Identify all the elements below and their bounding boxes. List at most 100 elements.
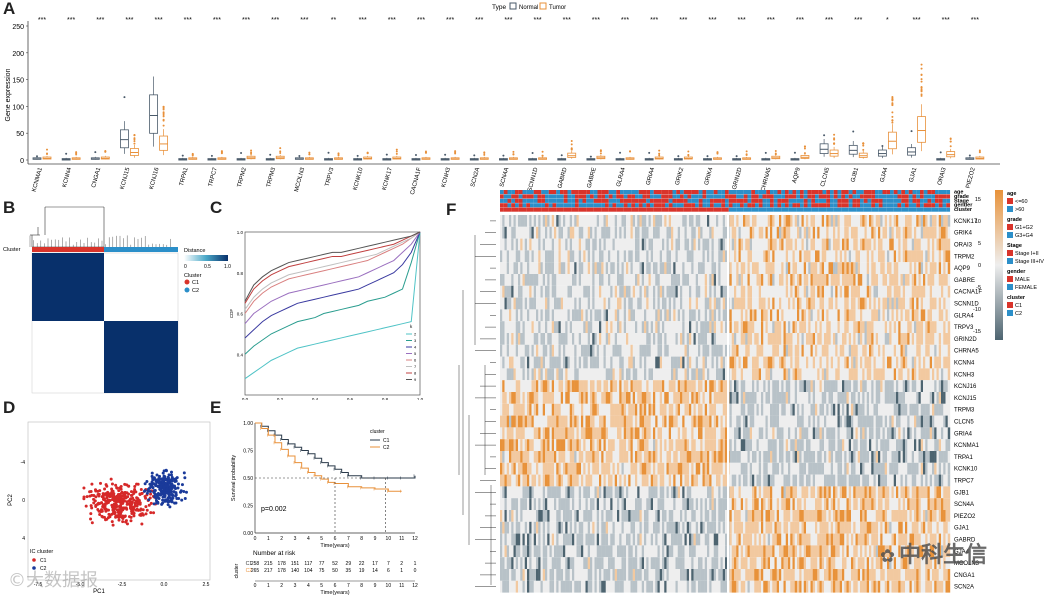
- heat-cell: [783, 321, 786, 333]
- heat-cell: [628, 250, 631, 263]
- heat-cell: [790, 380, 793, 392]
- heat-cell: [691, 262, 694, 274]
- heat-cell: [713, 238, 717, 251]
- annotation-cell: [676, 194, 681, 199]
- point-c1: [136, 502, 140, 506]
- heat-cell: [758, 309, 762, 322]
- heat-cell: [540, 274, 543, 286]
- heat-cell: [666, 392, 669, 404]
- heat-cell: [722, 274, 726, 286]
- heat-cell: [617, 215, 620, 227]
- annotation-cell: [732, 194, 737, 199]
- heat-cell: [731, 380, 735, 392]
- heat-cell: [932, 333, 935, 345]
- heat-cell: [909, 262, 912, 274]
- heat-cell: [891, 215, 894, 227]
- heat-cell: [666, 333, 669, 345]
- tumor-outlier: [104, 150, 107, 153]
- heat-cell: [675, 356, 678, 369]
- heat-cell: [817, 368, 820, 381]
- heat-cell: [920, 309, 924, 322]
- heat-cell: [815, 250, 818, 263]
- heat-cell: [898, 297, 901, 310]
- annotation-cell: [695, 190, 699, 195]
- heat-cell: [585, 262, 588, 274]
- point-c1: [94, 489, 98, 493]
- heat-cell: [844, 215, 847, 227]
- heat-cell: [700, 285, 703, 298]
- heat-cell: [520, 250, 523, 263]
- heat-cell: [545, 309, 548, 322]
- heat-cell: [938, 321, 942, 333]
- heat-cell: [790, 297, 793, 310]
- heat-cell: [655, 321, 658, 333]
- heat-cell: [657, 215, 660, 227]
- heat-cell: [648, 333, 651, 345]
- heat-cell: [891, 356, 894, 369]
- survival-curve-c2: [255, 422, 402, 492]
- heat-cell: [545, 321, 548, 333]
- heat-cell: [522, 333, 525, 345]
- heat-cell: [869, 238, 872, 251]
- annotation-cell: [751, 203, 756, 208]
- annotation-cell: [833, 194, 838, 199]
- heat-cell: [790, 274, 793, 286]
- point-c1: [85, 495, 89, 499]
- heat-cell: [819, 356, 822, 369]
- point-c1: [103, 503, 107, 507]
- heat-cell: [596, 238, 600, 251]
- heat-cell: [799, 333, 802, 345]
- cdf-line-k8: [244, 231, 421, 304]
- heat-cell: [621, 250, 624, 263]
- heat-cell: [630, 368, 633, 381]
- heat-cell: [592, 309, 595, 322]
- heat-cell: [875, 368, 879, 381]
- heat-cell: [817, 215, 820, 227]
- heat-cell: [572, 392, 575, 404]
- annotation-cell: [642, 207, 647, 212]
- heat-cell: [848, 238, 852, 251]
- heat-cell: [830, 344, 834, 357]
- heat-cell: [619, 226, 622, 239]
- heat-cell: [842, 238, 845, 251]
- heat-cell: [756, 285, 759, 298]
- heat-cell: [729, 297, 732, 310]
- significance-label: ***: [38, 17, 46, 24]
- heat-cell: [749, 215, 753, 227]
- heat-cell: [542, 309, 546, 322]
- annotation-cell: [833, 207, 838, 212]
- heat-cell: [871, 356, 874, 369]
- heat-cell: [644, 380, 647, 392]
- heat-cell: [887, 297, 890, 310]
- heat-cell: [905, 297, 908, 310]
- heat-cell: [925, 262, 928, 274]
- heat-cell: [603, 356, 606, 369]
- heat-cell: [572, 333, 575, 345]
- cluster-legend-title: Cluster: [184, 273, 202, 279]
- heat-cell: [736, 368, 739, 381]
- heat-cell: [783, 344, 786, 357]
- heat-cell: [693, 297, 696, 310]
- heat-cell: [914, 321, 917, 333]
- heat-cell: [572, 250, 575, 263]
- heat-cell: [531, 321, 534, 333]
- heat-cell: [781, 321, 784, 333]
- heat-cell: [716, 356, 719, 369]
- annotation-cell: [503, 203, 508, 208]
- annotation-cell: [803, 190, 808, 195]
- point-c2: [155, 473, 159, 477]
- heat-cell: [648, 262, 651, 274]
- heat-cell: [614, 297, 618, 310]
- heat-cell: [842, 262, 845, 274]
- heat-cell: [682, 356, 685, 369]
- tumor-box: [159, 135, 169, 151]
- annotation-cell: [871, 190, 876, 195]
- heat-cell: [646, 309, 649, 322]
- heat-cell: [684, 321, 687, 333]
- panel-b-label: B: [3, 198, 16, 217]
- annotation-cell: [511, 203, 516, 208]
- heat-cell: [830, 333, 834, 345]
- heat-cell: [576, 309, 579, 322]
- point-c1: [124, 496, 128, 500]
- tumor-outlier: [599, 152, 602, 155]
